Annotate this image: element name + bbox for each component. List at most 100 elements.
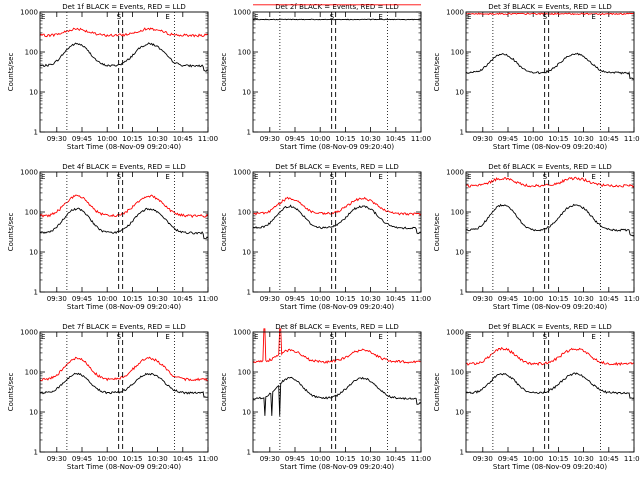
y-tick-label: 1 xyxy=(460,129,464,137)
x-tick-label: 11:00 xyxy=(411,455,431,463)
x-axis-label: Start Time (08-Nov-09 09:20:40) xyxy=(493,143,607,151)
y-axis-label: Counts/sec xyxy=(220,213,228,252)
top-marker-label: S xyxy=(543,13,548,21)
panel-title: Det 5f BLACK = Events, RED = LLD xyxy=(275,163,398,171)
plot-frame xyxy=(252,331,422,453)
events-series-line xyxy=(252,204,422,235)
x-tick-label: 10:45 xyxy=(386,135,406,143)
detector-panel-7: Det 7f BLACK = Events, RED = LLD Counts/s… xyxy=(7,323,218,471)
lld-series-line xyxy=(252,196,422,216)
y-tick-label: 100 xyxy=(451,49,464,57)
y-tick-label: 1000 xyxy=(233,329,251,337)
y-tick-label: 10 xyxy=(242,249,251,257)
top-marker-label: E xyxy=(41,13,45,21)
detector-panel-6: Det 6f BLACK = Events, RED = LLD Counts/s… xyxy=(433,163,640,311)
top-marker-label: E xyxy=(41,173,45,181)
top-marker-label: E xyxy=(254,13,258,21)
x-tick-label: 10:30 xyxy=(574,455,594,463)
top-marker-label: E xyxy=(165,13,169,21)
top-marker-label: E xyxy=(41,333,45,341)
y-tick-label: 10 xyxy=(455,409,464,417)
x-tick-label: 10:00 xyxy=(97,295,117,303)
lld-series-line xyxy=(465,12,635,16)
x-tick-label: 10:15 xyxy=(122,455,142,463)
top-marker-label: S xyxy=(543,173,548,181)
top-marker-label: S xyxy=(543,333,548,341)
top-marker-label: E xyxy=(165,333,169,341)
y-tick-label: 100 xyxy=(25,209,38,217)
y-axis-label: Counts/sec xyxy=(433,213,441,252)
y-tick-label: 10 xyxy=(455,249,464,257)
y-tick-label: 1000 xyxy=(446,329,464,337)
y-tick-label: 1 xyxy=(34,289,38,297)
x-tick-label: 10:45 xyxy=(173,455,193,463)
panel-title: Det 1f BLACK = Events, RED = LLD xyxy=(62,3,185,11)
x-tick-label: 10:00 xyxy=(310,295,330,303)
panel-title: Det 4f BLACK = Events, RED = LLD xyxy=(62,163,185,171)
y-tick-label: 100 xyxy=(25,49,38,57)
x-axis-label: Start Time (08-Nov-09 09:20:40) xyxy=(280,463,394,471)
x-tick-label: 10:30 xyxy=(148,135,168,143)
x-tick-label: 09:45 xyxy=(285,135,305,143)
panel-title: Det 7f BLACK = Events, RED = LLD xyxy=(62,323,185,331)
y-tick-label: 1 xyxy=(460,449,464,457)
x-tick-label: 10:15 xyxy=(335,295,355,303)
y-tick-label: 1000 xyxy=(20,329,38,337)
x-tick-label: 09:30 xyxy=(47,455,67,463)
detector-panel-5: Det 5f BLACK = Events, RED = LLD Counts/s… xyxy=(220,163,431,311)
x-tick-label: 10:45 xyxy=(386,455,406,463)
y-tick-label: 1000 xyxy=(233,9,251,17)
y-tick-label: 10 xyxy=(455,89,464,97)
x-axis-label: Start Time (08-Nov-09 09:20:40) xyxy=(67,303,181,311)
x-tick-label: 10:15 xyxy=(548,295,568,303)
y-tick-label: 1000 xyxy=(20,169,38,177)
x-tick-label: 10:45 xyxy=(599,295,619,303)
x-tick-label: 10:15 xyxy=(122,295,142,303)
x-tick-label: 10:00 xyxy=(523,455,543,463)
x-tick-label: 09:45 xyxy=(72,135,92,143)
detector-panel-3: Det 3f BLACK = Events, RED = LLD Counts/s… xyxy=(433,3,640,151)
panel-title: Det 2f BLACK = Events, RED = LLD xyxy=(275,3,398,11)
events-series-line xyxy=(39,42,209,73)
plot-frame xyxy=(465,331,635,453)
top-marker-label: S xyxy=(330,13,335,21)
y-axis-label: Counts/sec xyxy=(220,53,228,92)
y-axis-label: Counts/sec xyxy=(7,53,15,92)
top-marker-label: E xyxy=(165,173,169,181)
x-tick-label: 10:45 xyxy=(386,295,406,303)
y-tick-label: 10 xyxy=(242,409,251,417)
y-axis-label: Counts/sec xyxy=(220,373,228,412)
x-tick-label: 10:30 xyxy=(574,135,594,143)
y-tick-label: 1000 xyxy=(233,169,251,177)
top-marker-label: E xyxy=(254,333,258,341)
x-tick-label: 09:45 xyxy=(72,455,92,463)
x-tick-label: 09:30 xyxy=(473,135,493,143)
x-tick-label: 09:30 xyxy=(473,455,493,463)
y-tick-label: 100 xyxy=(238,49,251,57)
top-marker-label: E xyxy=(467,333,471,341)
x-tick-label: 09:45 xyxy=(285,455,305,463)
top-marker-label: S xyxy=(117,173,122,181)
y-tick-label: 1 xyxy=(460,289,464,297)
x-tick-label: 10:00 xyxy=(523,135,543,143)
x-tick-label: 10:45 xyxy=(599,135,619,143)
lld-series-line xyxy=(465,347,635,366)
x-tick-label: 09:30 xyxy=(260,295,280,303)
lld-series-line xyxy=(39,356,208,382)
x-tick-label: 09:45 xyxy=(72,295,92,303)
top-marker-label: S xyxy=(117,333,122,341)
x-axis-label: Start Time (08-Nov-09 09:20:40) xyxy=(280,143,394,151)
x-tick-label: 11:00 xyxy=(624,455,640,463)
x-axis-label: Start Time (08-Nov-09 09:20:40) xyxy=(67,143,181,151)
y-tick-label: 1 xyxy=(247,129,251,137)
top-marker-label: E xyxy=(378,333,382,341)
x-tick-label: 10:15 xyxy=(335,455,355,463)
top-marker-label: S xyxy=(117,13,122,21)
x-tick-label: 09:45 xyxy=(498,135,518,143)
x-tick-label: 10:45 xyxy=(173,135,193,143)
x-tick-label: 09:45 xyxy=(498,295,518,303)
top-marker-label: E xyxy=(591,333,595,341)
x-tick-label: 11:00 xyxy=(411,295,431,303)
events-series-line xyxy=(465,52,635,80)
x-tick-label: 10:30 xyxy=(148,455,168,463)
